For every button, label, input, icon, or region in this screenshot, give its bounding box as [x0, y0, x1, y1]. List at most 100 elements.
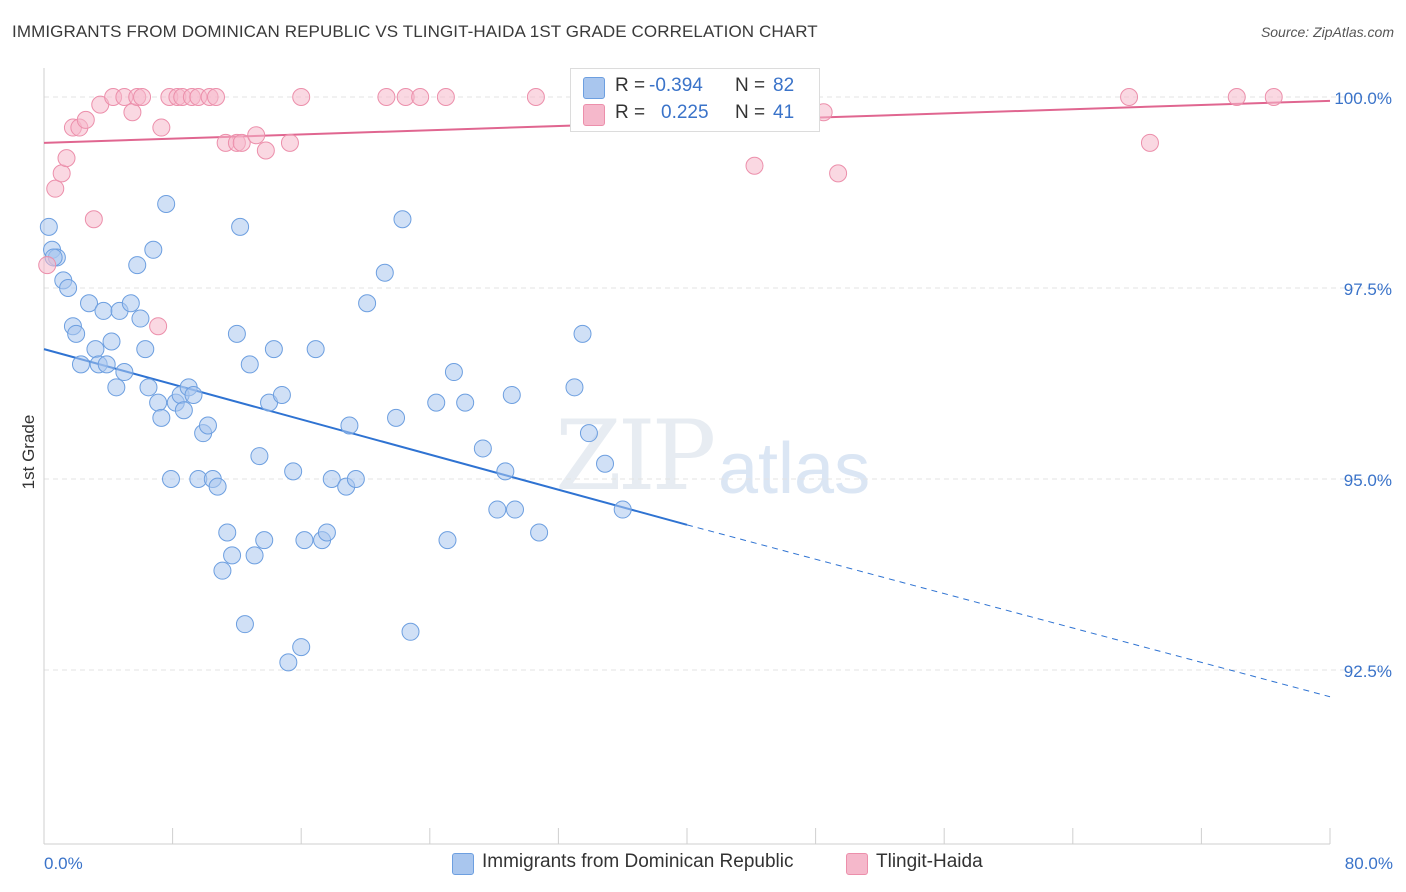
- series-legend-label: Immigrants from Dominican Republic: [482, 851, 794, 872]
- blue-point: [136, 340, 155, 359]
- pink-point: [207, 88, 226, 106]
- blue-point: [235, 615, 254, 634]
- blue-point: [340, 416, 359, 435]
- blue-point: [456, 393, 475, 412]
- blue-point: [245, 546, 264, 565]
- blue-point: [208, 477, 227, 496]
- blue-point: [613, 500, 632, 519]
- grid-layer: [44, 96, 1392, 671]
- blue-point: [358, 294, 377, 313]
- pink-point: [123, 103, 142, 122]
- blue-point: [279, 653, 298, 672]
- pink-point: [76, 110, 95, 129]
- pink-point: [292, 88, 311, 106]
- blue-point: [401, 622, 420, 641]
- pink-point: [247, 126, 266, 145]
- blue-point: [144, 240, 163, 259]
- chart-title: IMMIGRANTS FROM DOMINICAN REPUBLIC VS TL…: [12, 22, 818, 41]
- trendline-layer: [43, 99, 1331, 698]
- series-legend-label: Tlingit-Haida: [876, 851, 983, 872]
- pink-point: [52, 164, 71, 183]
- blue-point: [59, 279, 78, 297]
- legend-r-label: R =: [615, 75, 646, 96]
- blue-point: [97, 355, 116, 374]
- blue-point: [322, 470, 341, 488]
- blue-point: [505, 500, 524, 519]
- blue-point: [149, 393, 168, 412]
- blue-point: [86, 340, 105, 359]
- y-tick-label: 95.0%: [1344, 471, 1392, 490]
- blue-point: [284, 462, 303, 481]
- pink-point: [526, 88, 545, 106]
- blue-point: [213, 561, 232, 580]
- pink-point: [436, 88, 455, 106]
- blue-point: [596, 454, 615, 473]
- pink-point: [1264, 88, 1283, 106]
- blue-point: [184, 385, 203, 404]
- blue-point: [80, 294, 99, 313]
- blue-point: [438, 531, 457, 550]
- legend-swatch-pink: [583, 104, 605, 126]
- blue-point: [375, 263, 394, 282]
- blue-point: [157, 194, 176, 213]
- point-layer: [38, 88, 1283, 672]
- blue-point: [161, 470, 180, 488]
- blue-point: [255, 531, 274, 550]
- watermark-atlas: atlas: [718, 429, 871, 509]
- blue-point: [502, 385, 521, 404]
- blue-point: [264, 340, 283, 359]
- blue-point: [115, 363, 134, 382]
- legend-swatch-blue: [452, 853, 474, 875]
- blue-point: [152, 408, 171, 427]
- pink-point: [46, 179, 65, 198]
- legend-r-value: -0.394: [649, 75, 703, 96]
- blue-point: [139, 378, 158, 397]
- legend-swatch-pink: [846, 853, 868, 875]
- blue-point: [71, 355, 90, 374]
- legend-n-label: N =: [735, 75, 766, 96]
- blue-point: [121, 294, 140, 313]
- blue-point: [223, 546, 242, 565]
- pink-point: [280, 133, 299, 152]
- blue-point: [227, 324, 246, 343]
- legend-swatch-blue: [583, 77, 605, 99]
- pink-point: [232, 133, 251, 152]
- pink-point: [377, 88, 396, 106]
- blue-point: [573, 324, 592, 343]
- stats-legend: R = -0.394 N = 82 R = 0.225 N = 41: [570, 68, 820, 132]
- legend-r-label: R =: [615, 102, 646, 123]
- pink-point: [411, 88, 430, 106]
- blue-point: [295, 531, 314, 550]
- pink-point: [152, 118, 171, 137]
- blue-trendline: [43, 348, 688, 526]
- y-axis-label: 1st Grade: [19, 415, 38, 490]
- blue-point: [102, 332, 121, 351]
- blue-point: [198, 416, 217, 435]
- blue-point: [579, 424, 598, 443]
- pink-point: [1227, 88, 1246, 106]
- legend-n-value: 41: [773, 102, 795, 123]
- pink-point: [1140, 133, 1159, 152]
- blue-point: [218, 523, 237, 542]
- blue-point: [387, 408, 406, 427]
- blue-trendline-extension: [686, 524, 1331, 698]
- blue-point: [306, 340, 325, 359]
- blue-point: [174, 401, 193, 420]
- pink-point: [84, 210, 103, 229]
- blue-point: [427, 393, 446, 412]
- blue-point: [272, 385, 291, 404]
- pink-point: [149, 317, 168, 336]
- blue-point: [240, 355, 259, 374]
- blue-point: [565, 378, 584, 397]
- source-label: Source: ZipAtlas.com: [1260, 24, 1394, 40]
- blue-point: [473, 439, 492, 458]
- blue-point: [67, 324, 86, 343]
- pink-point: [829, 164, 848, 183]
- blue-point: [292, 638, 311, 657]
- pink-point: [133, 88, 152, 106]
- blue-point: [317, 523, 336, 542]
- blue-point: [346, 470, 365, 488]
- blue-point: [488, 500, 507, 519]
- blue-point: [444, 363, 463, 382]
